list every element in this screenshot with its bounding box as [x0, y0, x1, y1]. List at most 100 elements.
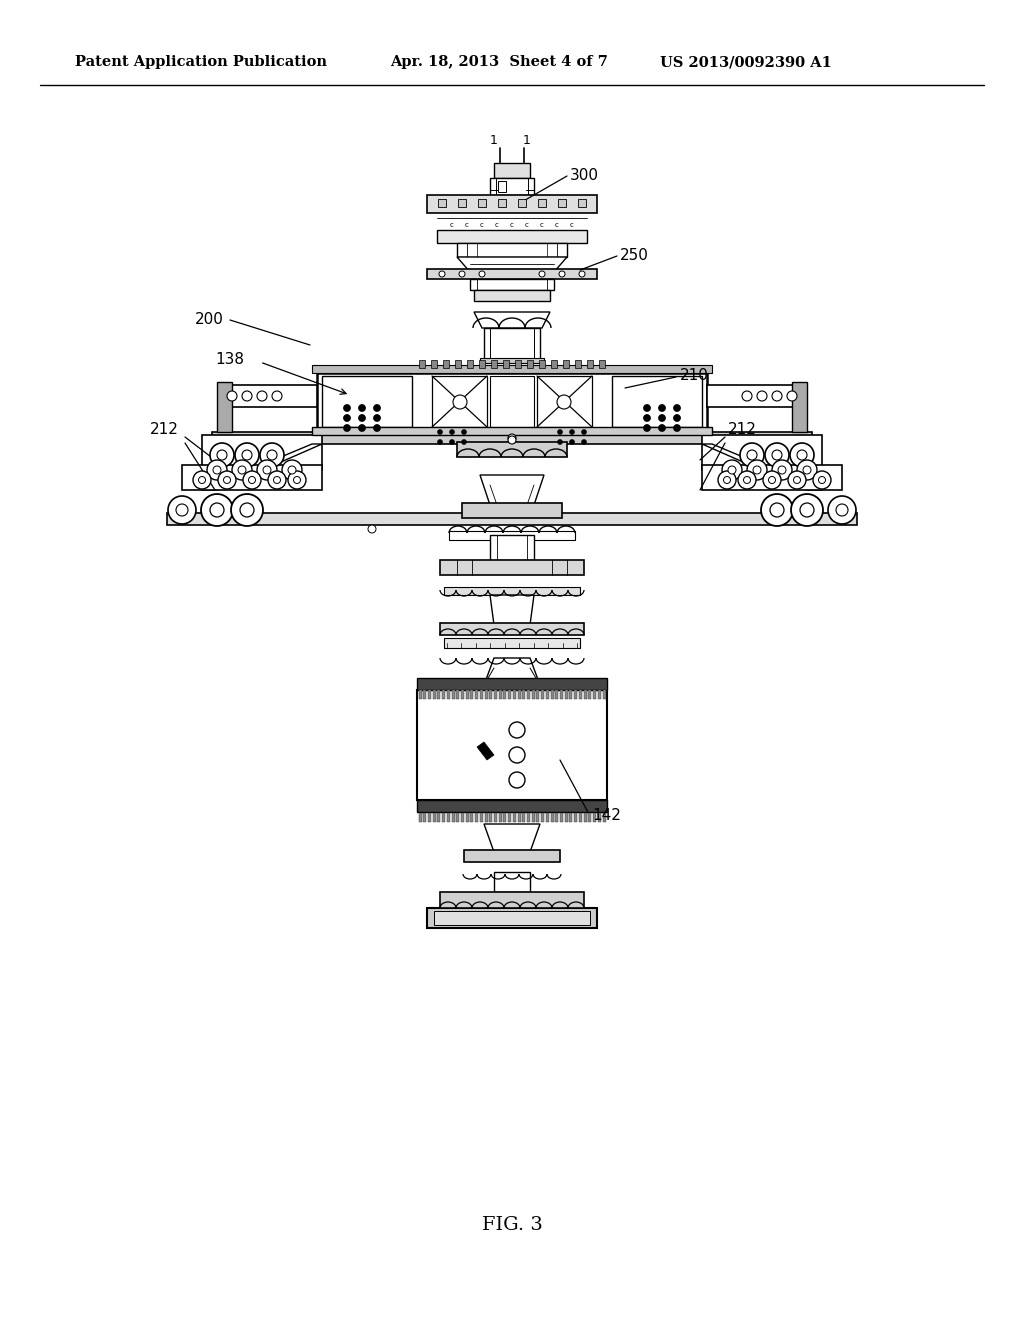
- Circle shape: [797, 450, 807, 459]
- Bar: [480, 813, 483, 822]
- Circle shape: [234, 444, 259, 467]
- Bar: [461, 813, 464, 822]
- Bar: [440, 560, 584, 576]
- Bar: [447, 690, 450, 700]
- Bar: [438, 199, 446, 207]
- Circle shape: [557, 395, 571, 409]
- Circle shape: [509, 747, 525, 763]
- Bar: [494, 162, 530, 178]
- Circle shape: [508, 434, 516, 442]
- Circle shape: [742, 391, 752, 401]
- Bar: [202, 436, 322, 470]
- Bar: [515, 360, 521, 368]
- Bar: [442, 690, 445, 700]
- Bar: [437, 813, 440, 822]
- Bar: [419, 360, 425, 368]
- Circle shape: [674, 425, 681, 432]
- Circle shape: [260, 444, 284, 467]
- Circle shape: [218, 471, 236, 488]
- Circle shape: [374, 404, 381, 412]
- Bar: [527, 813, 530, 822]
- Bar: [312, 366, 712, 374]
- Circle shape: [569, 440, 574, 445]
- Bar: [563, 360, 569, 368]
- Bar: [579, 690, 582, 700]
- Text: c: c: [465, 222, 469, 228]
- Circle shape: [343, 404, 350, 412]
- Bar: [522, 690, 525, 700]
- Circle shape: [223, 477, 230, 483]
- Circle shape: [238, 466, 246, 474]
- Bar: [541, 813, 544, 822]
- Circle shape: [643, 404, 650, 412]
- Circle shape: [761, 494, 793, 525]
- Text: Patent Application Publication: Patent Application Publication: [75, 55, 327, 69]
- Circle shape: [199, 477, 206, 483]
- Bar: [584, 813, 587, 822]
- Circle shape: [509, 772, 525, 788]
- Circle shape: [753, 466, 761, 474]
- Bar: [423, 813, 426, 822]
- Bar: [702, 465, 842, 490]
- Circle shape: [757, 391, 767, 401]
- Polygon shape: [477, 742, 494, 760]
- Bar: [565, 813, 568, 822]
- Circle shape: [207, 459, 227, 480]
- Circle shape: [450, 429, 455, 434]
- Text: c: c: [555, 222, 559, 228]
- Bar: [417, 690, 607, 800]
- Bar: [447, 813, 450, 822]
- Circle shape: [176, 504, 188, 516]
- Bar: [603, 813, 606, 822]
- Bar: [532, 813, 535, 822]
- Bar: [461, 690, 464, 700]
- Bar: [433, 813, 436, 822]
- Circle shape: [453, 395, 467, 409]
- Bar: [558, 199, 566, 207]
- Bar: [536, 813, 539, 822]
- Circle shape: [217, 450, 227, 459]
- Bar: [612, 376, 702, 426]
- Bar: [536, 690, 539, 700]
- Circle shape: [772, 391, 782, 401]
- Bar: [182, 465, 322, 490]
- Bar: [707, 385, 802, 407]
- Bar: [551, 360, 557, 368]
- Bar: [513, 690, 516, 700]
- Circle shape: [772, 450, 782, 459]
- Circle shape: [232, 459, 252, 480]
- Bar: [317, 374, 707, 430]
- Bar: [588, 813, 591, 822]
- Circle shape: [772, 459, 792, 480]
- Bar: [546, 690, 549, 700]
- Bar: [462, 503, 562, 517]
- Circle shape: [794, 477, 801, 483]
- Circle shape: [763, 471, 781, 488]
- Bar: [449, 531, 575, 540]
- Bar: [417, 800, 607, 812]
- Bar: [518, 199, 526, 207]
- Bar: [479, 360, 485, 368]
- Circle shape: [242, 450, 252, 459]
- Bar: [498, 199, 506, 207]
- Bar: [503, 813, 506, 822]
- Circle shape: [579, 271, 585, 277]
- Bar: [437, 690, 440, 700]
- Bar: [427, 908, 597, 928]
- Polygon shape: [202, 444, 322, 490]
- Circle shape: [168, 496, 196, 524]
- Circle shape: [582, 440, 587, 445]
- Bar: [499, 813, 502, 822]
- Text: FIG. 3: FIG. 3: [481, 1216, 543, 1234]
- Bar: [490, 376, 534, 426]
- Bar: [489, 690, 492, 700]
- Bar: [599, 360, 605, 368]
- Circle shape: [746, 450, 757, 459]
- Bar: [574, 690, 577, 700]
- Bar: [518, 813, 521, 822]
- Text: 212: 212: [150, 422, 179, 437]
- Bar: [503, 690, 506, 700]
- Bar: [575, 360, 581, 368]
- Circle shape: [582, 429, 587, 434]
- Circle shape: [800, 503, 814, 517]
